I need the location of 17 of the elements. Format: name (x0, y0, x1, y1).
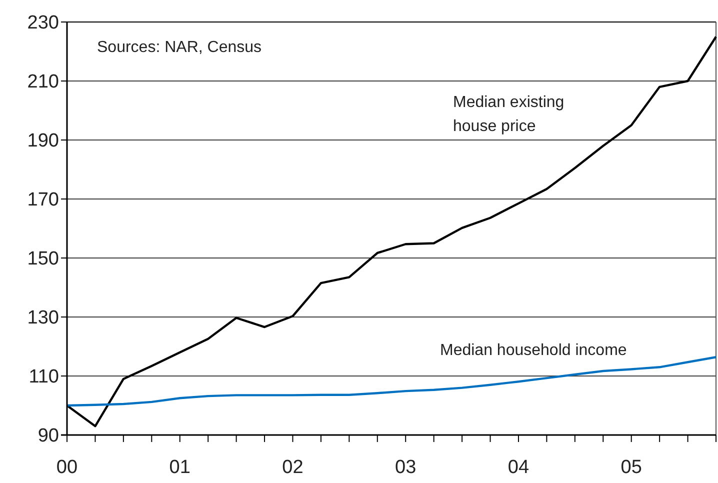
annotation: Sources: NAR, Census (97, 39, 262, 56)
x-tick-label: 00 (56, 457, 78, 478)
series-label: Median household income (440, 342, 627, 359)
text: Median existing house price (453, 94, 564, 135)
y-tick-label: 170 (27, 190, 59, 211)
y-tick-label: 110 (28, 366, 59, 388)
x-tick-label: 05 (620, 457, 642, 478)
x-tick-label: 04 (508, 457, 530, 478)
x-tick-label: 01 (169, 457, 190, 478)
y-tick-label: 150 (27, 248, 59, 270)
y-tick-label: 130 (27, 308, 59, 329)
y-tick-label: 210 (27, 72, 59, 93)
y-tick-label: 190 (27, 130, 59, 152)
y-tick-label: 230 (27, 12, 59, 34)
x-tick-label: 02 (282, 457, 304, 478)
y-tick-label: 90 (38, 426, 59, 447)
x-tick-label: 03 (395, 457, 416, 478)
